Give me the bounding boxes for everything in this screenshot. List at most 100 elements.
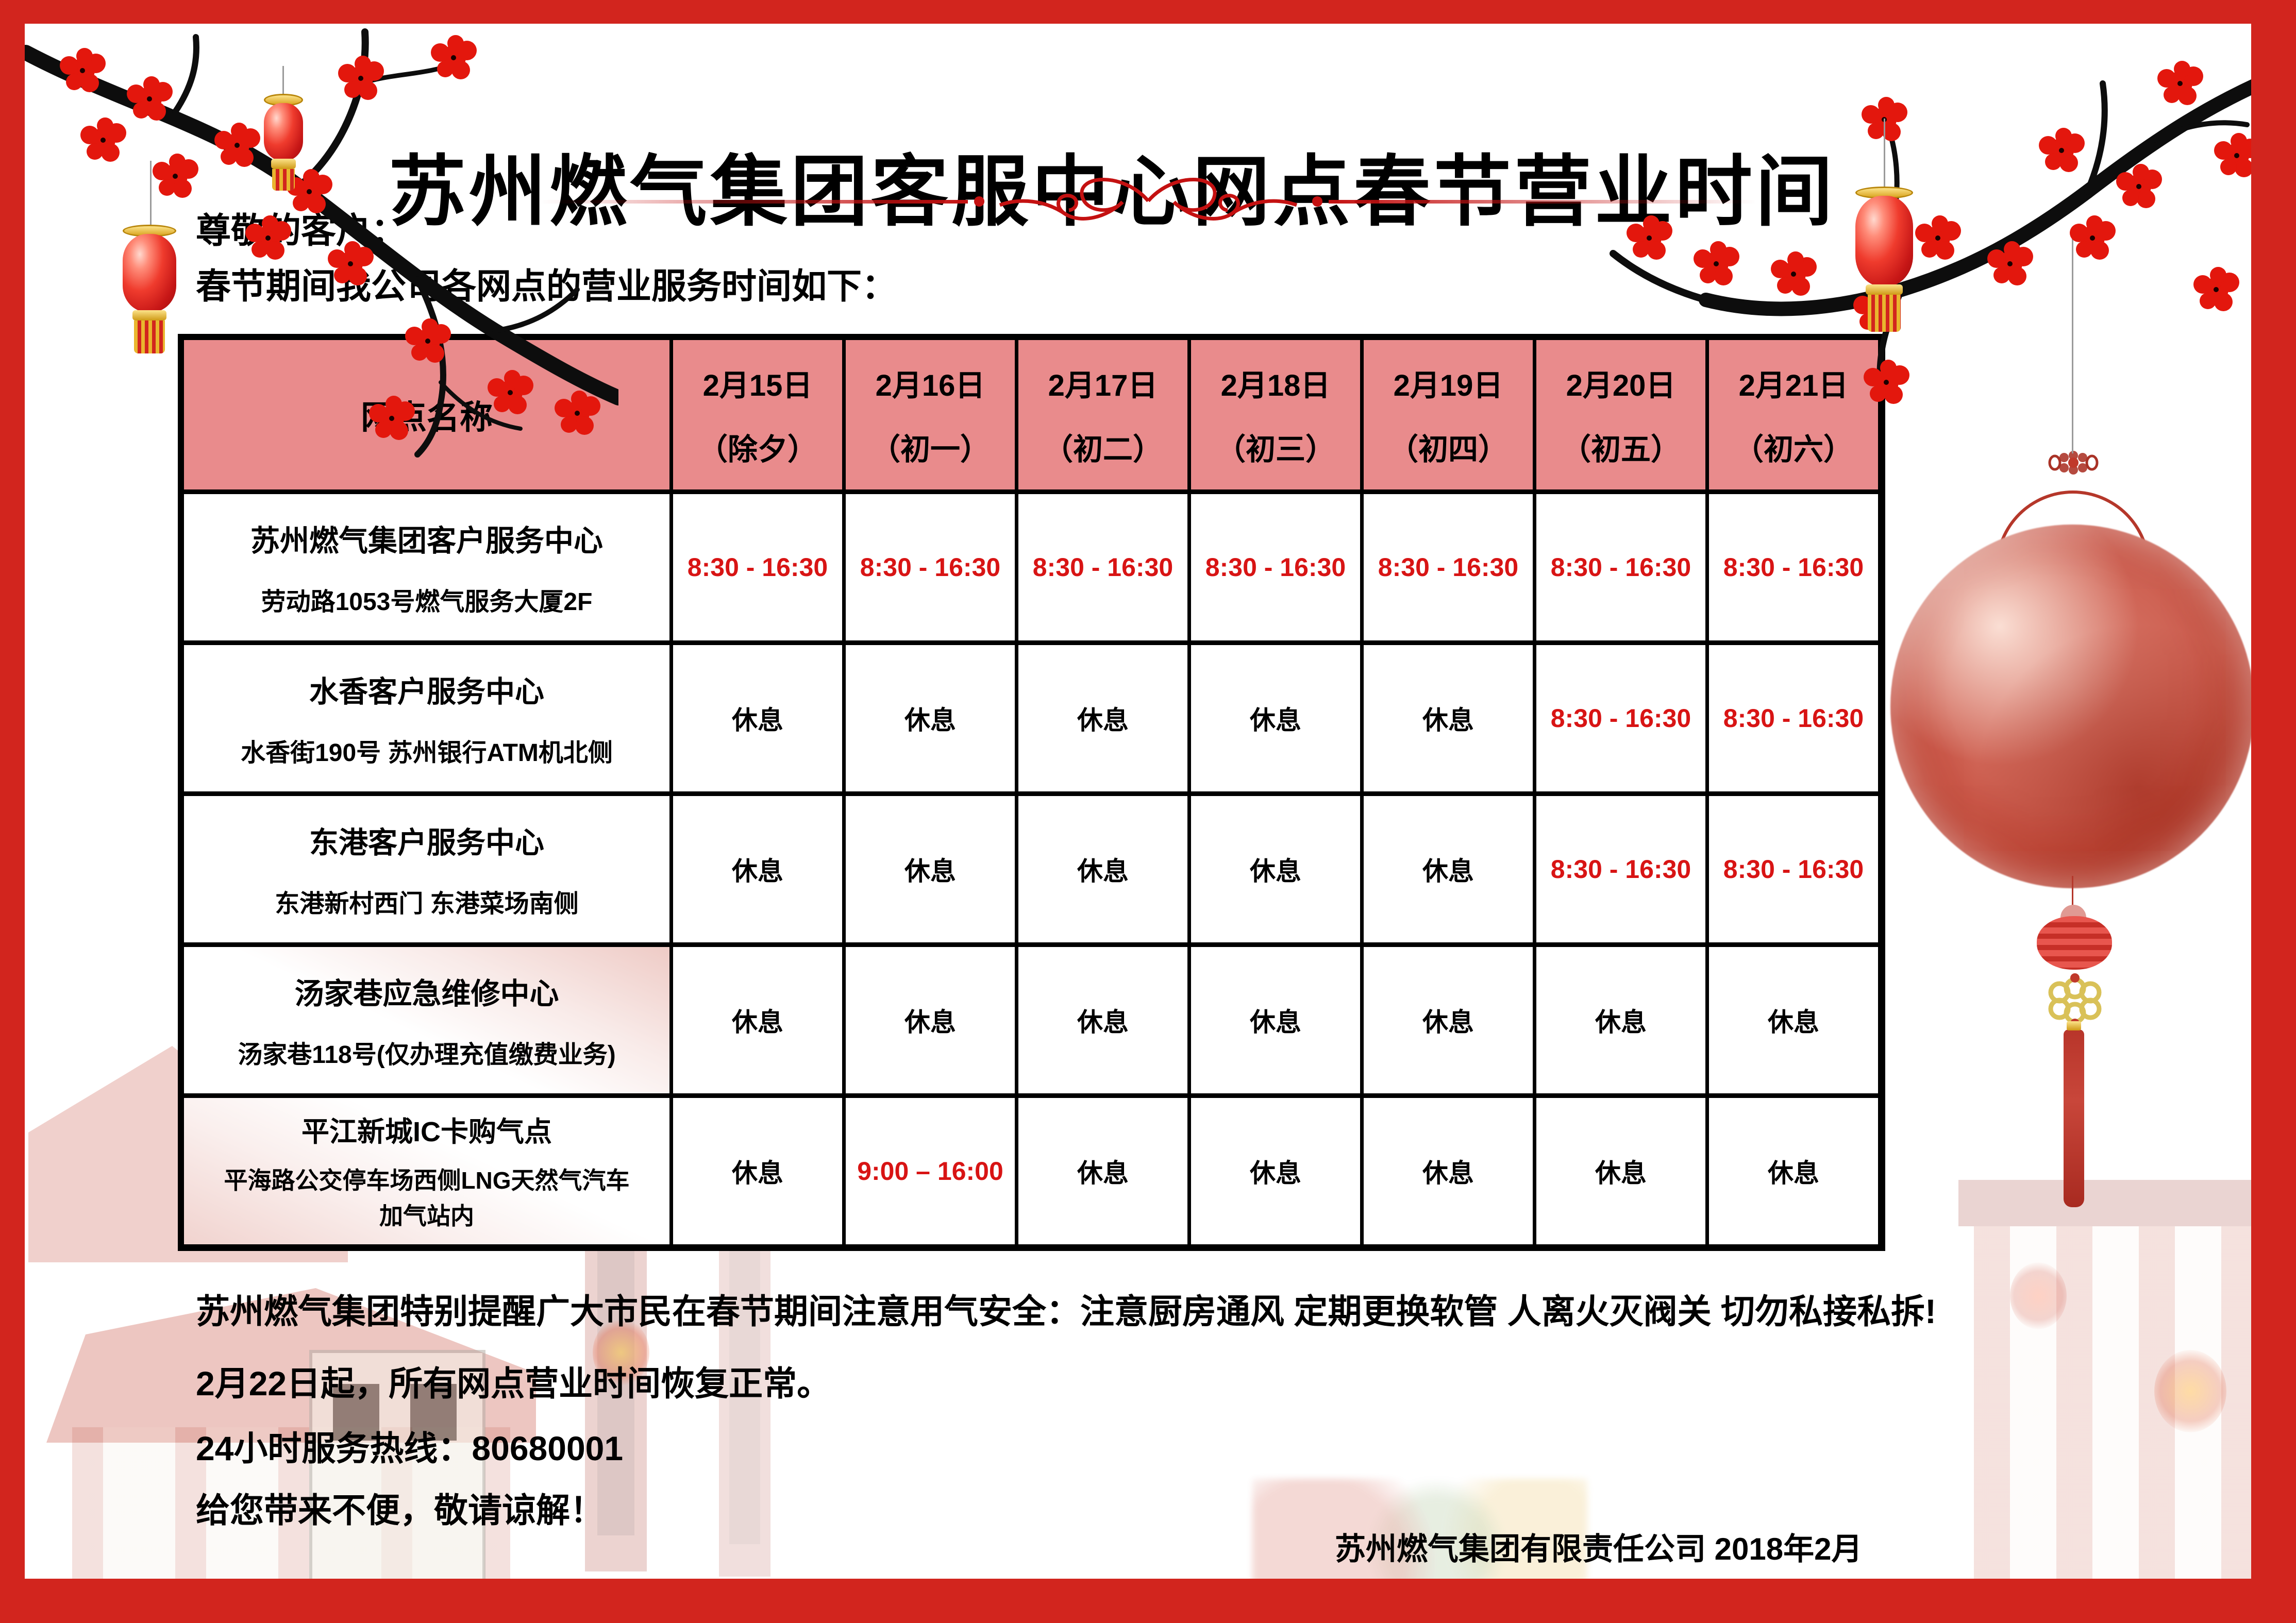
site-name: 汤家巷应急维修中心 (294, 977, 559, 1010)
plum-blossom-icon (555, 391, 600, 435)
plum-blossom-icon (1627, 215, 1672, 260)
greeting-line: 春节期间我公司各网点的营业服务时间如下： (196, 267, 897, 306)
plum-blossom-icon (2116, 164, 2162, 208)
table-header-day: 2月15日 （除夕） (673, 340, 842, 489)
schedule-cell: 休息 (1191, 796, 1360, 942)
moon-lantern-icon (1890, 525, 2254, 888)
plum-blossom-icon (127, 76, 173, 121)
company-signature: 苏州燃气集团有限责任公司 2018年2月 (1335, 1532, 1863, 1566)
header-holiday: （初五） (1561, 433, 1681, 466)
header-date: 2月16日 (875, 369, 985, 402)
frame-border-top (0, 0, 2296, 24)
site-name-cell: 苏州燃气集团客户服务中心 劳动路1053号燃气服务大厦2F (184, 494, 669, 640)
schedule-cell: 8:30 - 16:30 (673, 494, 842, 640)
red-lantern-icon (264, 94, 303, 191)
schedule-cell: 8:30 - 16:30 (1709, 796, 1878, 942)
schedule-cell: 休息 (1709, 947, 1878, 1093)
table-header-day: 2月19日 （初四） (1364, 340, 1533, 489)
plum-blossom-icon (488, 370, 533, 414)
schedule-cell: 休息 (1364, 645, 1533, 791)
plum-blossom-icon (2193, 267, 2239, 311)
schedule-cell: 休息 (1018, 796, 1187, 942)
hanging-string (282, 66, 284, 97)
schedule-cell: 休息 (1191, 645, 1360, 791)
schedule-cell: 8:30 - 16:30 (1536, 494, 1705, 640)
plum-blossom-icon (2039, 128, 2085, 172)
header-holiday: （初二） (1043, 433, 1163, 466)
schedule-cell: 休息 (1018, 947, 1187, 1093)
plum-blossom-icon (1862, 97, 1907, 141)
flourish-divider-icon (540, 178, 1756, 221)
frame-border-bottom (0, 1579, 2296, 1623)
hanging-string (150, 161, 152, 227)
faded-house (309, 1350, 485, 1588)
site-name: 东港客户服务中心 (309, 826, 544, 859)
site-address: 平海路公交停车场西侧LNG天然气汽车 加气站内 (224, 1163, 629, 1234)
plum-blossom-icon (2070, 215, 2116, 260)
schedule-cell: 8:30 - 16:30 (1018, 494, 1187, 640)
header-date: 2月20日 (1566, 369, 1676, 402)
faded-lantern-glow (593, 1319, 649, 1386)
header-date: 2月21日 (1738, 369, 1849, 402)
plum-blossom-icon (245, 215, 291, 260)
lantern-tassel (133, 320, 165, 353)
header-date: 2月19日 (1393, 369, 1503, 402)
schedule-cell: 休息 (673, 796, 842, 942)
header-holiday: （除夕） (697, 433, 817, 466)
schedule-cell: 休息 (673, 947, 842, 1093)
header-date: 2月15日 (702, 369, 813, 402)
schedule-cell: 8:30 - 16:30 (1191, 494, 1360, 640)
red-lantern-icon (1855, 187, 1913, 332)
table-header-day: 2月16日 （初一） (846, 340, 1015, 489)
faded-banner-pole (585, 1211, 647, 1571)
site-name: 水香客户服务中心 (309, 675, 544, 708)
plum-branch-left-icon (21, 28, 618, 458)
lantern-tassel (1867, 295, 1901, 332)
frame-border-right (2251, 0, 2296, 1623)
table-header-day: 2月21日 （初六） (1709, 340, 1878, 489)
lantern-base (1866, 284, 1903, 295)
lantern-base (132, 310, 167, 320)
plum-blossom-icon (1694, 241, 1739, 285)
plum-blossom-icon (2157, 61, 2203, 105)
schedule-cell: 休息 (846, 947, 1015, 1093)
frame-border-left (0, 0, 25, 1623)
hotline-line: 24小时服务热线：80680001 (196, 1429, 624, 1467)
plum-blossom-icon (1864, 360, 1909, 404)
plum-blossom-icon (338, 56, 384, 100)
business-hours-table: 网点名称 2月15日 （除夕） 2月16日 （初一） 2月17日 （初二） 2月18日 （初三）… (178, 334, 1885, 1251)
schedule-cell: 休息 (1364, 796, 1533, 942)
gold-knot-icon (2048, 973, 2102, 1028)
lantern-body (123, 234, 176, 312)
site-name-cell: 水香客户服务中心 水香街190号 苏州银行ATM机北侧 (184, 645, 669, 791)
faded-lantern-glow (2154, 1350, 2226, 1432)
table-header-day: 2月18日 （初三） (1191, 340, 1360, 489)
lantern-body (1855, 196, 1913, 286)
schedule-cell: 8:30 - 16:30 (1364, 494, 1533, 640)
plum-blossom-icon (431, 35, 477, 79)
header-date: 2月17日 (1048, 369, 1158, 402)
plum-blossom-icon (328, 241, 374, 285)
schedule-cell: 休息 (846, 645, 1015, 791)
red-lantern-icon (123, 225, 176, 353)
lantern-tassel (272, 169, 295, 191)
site-name-cell: 东港客户服务中心 东港新村西门 东港菜场南侧 (184, 796, 669, 942)
hanging-string (1884, 119, 1885, 189)
schedule-cell: 8:30 - 16:30 (846, 494, 1015, 640)
site-name-cell: 汤家巷应急维修中心 汤家巷118号(仅办理充值缴费业务) (184, 947, 669, 1093)
hanging-string (2072, 227, 2073, 453)
site-name: 苏州燃气集团客户服务中心 (250, 525, 603, 557)
plum-blossom-icon (214, 123, 260, 167)
lantern-base (271, 159, 296, 169)
plum-blossom-icon (1987, 241, 2033, 285)
plum-blossom-icon (60, 48, 106, 92)
schedule-cell: 休息 (673, 1098, 842, 1244)
schedule-cell: 休息 (1536, 947, 1705, 1093)
site-address-line: 加气站内 (379, 1202, 474, 1229)
apology-line: 给您带来不便，敬请谅解！ (196, 1491, 604, 1529)
schedule-cell: 休息 (846, 796, 1015, 942)
faded-shopfront (1974, 1226, 2263, 1582)
schedule-cell: 休息 (1191, 1098, 1360, 1244)
chinese-knot-icon (2048, 451, 2099, 475)
